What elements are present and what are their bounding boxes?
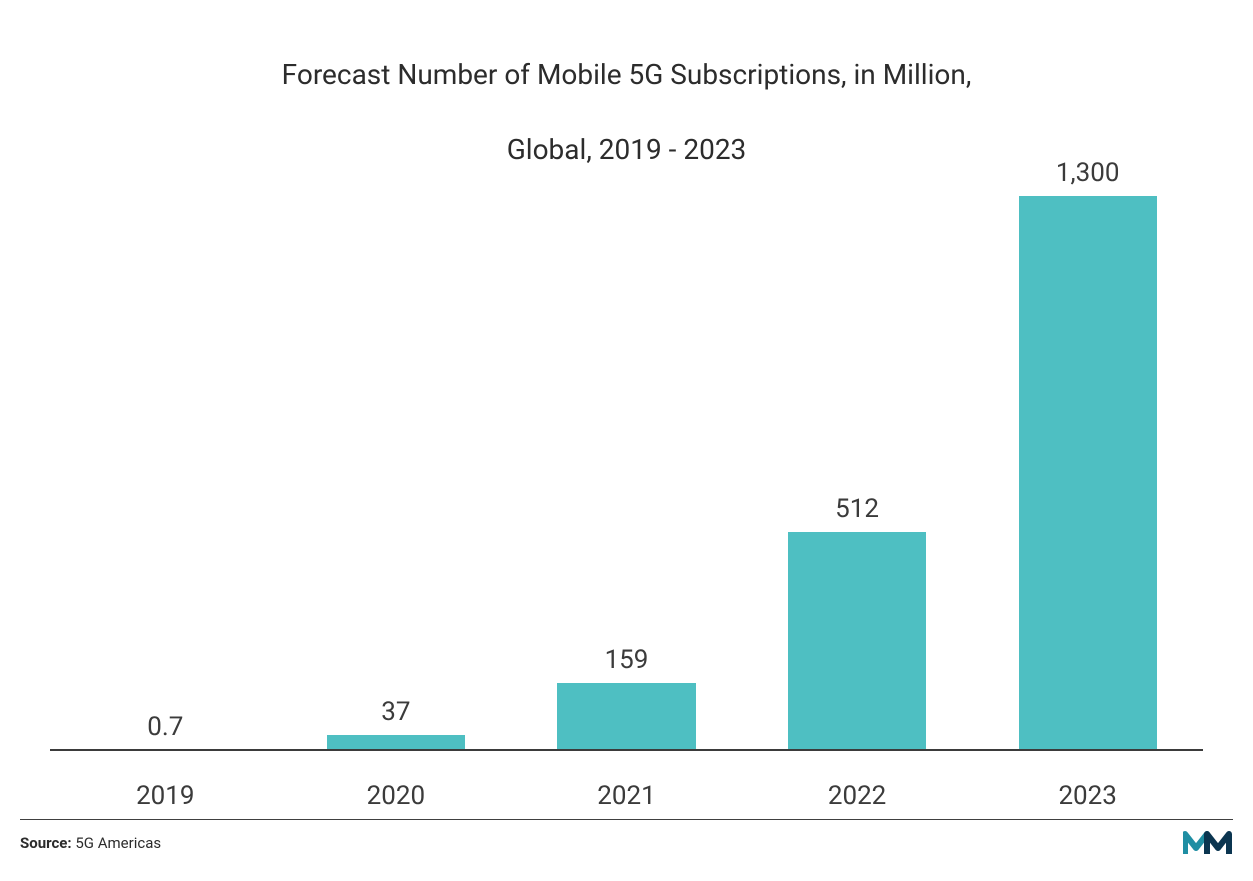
bar-slot: 0.7 <box>50 120 281 751</box>
x-axis-label: 2019 <box>50 781 281 811</box>
bar-slot: 512 <box>742 120 973 751</box>
source-text: 5G Americas <box>75 834 161 852</box>
source-prefix: Source: <box>20 834 72 852</box>
x-axis-label: 2020 <box>281 781 512 811</box>
bar-value-label: 159 <box>605 645 649 675</box>
brand-logo-icon <box>1183 828 1233 858</box>
chart-title-line1: Forecast Number of Mobile 5G Subscriptio… <box>282 58 972 91</box>
source-attribution: Source: 5G Americas <box>20 834 161 852</box>
x-axis-label: 2022 <box>742 781 973 811</box>
x-axis-label: 2021 <box>511 781 742 811</box>
chart-container: Forecast Number of Mobile 5G Subscriptio… <box>0 0 1253 881</box>
brand-logo <box>1183 828 1233 858</box>
bar-value-label: 1,300 <box>1056 158 1120 188</box>
footer-row: Source: 5G Americas <box>20 819 1233 865</box>
bar-rect <box>557 683 695 751</box>
bar-rect <box>788 532 926 751</box>
bar-value-label: 0.7 <box>147 712 183 742</box>
x-axis-line <box>50 749 1203 751</box>
bar-slot: 37 <box>281 120 512 751</box>
bar-slot: 159 <box>511 120 742 751</box>
x-axis-labels: 20192020202120222023 <box>50 781 1203 811</box>
bar-value-label: 37 <box>381 697 410 727</box>
bar-rect <box>1019 196 1157 751</box>
bar-slot: 1,300 <box>972 120 1203 751</box>
bar-value-label: 512 <box>835 494 879 524</box>
x-axis-label: 2023 <box>972 781 1203 811</box>
bars-group: 0.7 37 159 512 1,300 <box>50 120 1203 751</box>
plot-area: 0.7 37 159 512 1,300 <box>50 120 1203 751</box>
